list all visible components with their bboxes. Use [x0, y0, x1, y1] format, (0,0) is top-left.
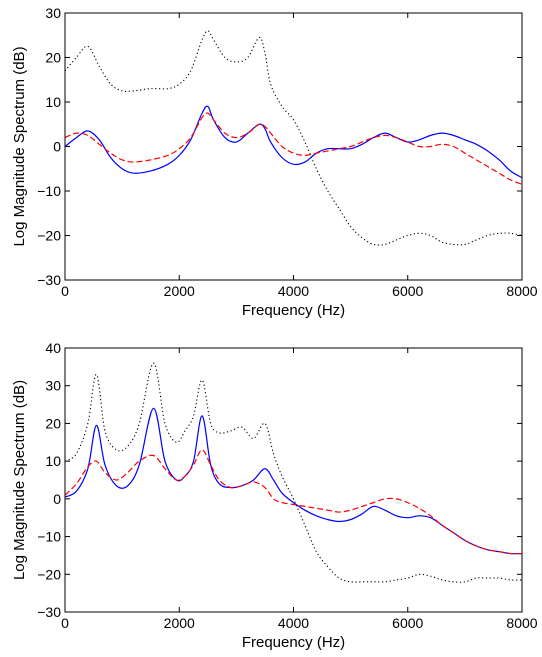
- top-series-layer: [64, 30, 523, 246]
- bottom-series-dotted-line: [64, 362, 523, 583]
- top-y-tick-label: 0: [53, 139, 61, 155]
- bottom-spectrum-chart: 0 2000 4000 6000 8000 −30 −20 −10 0 10 20 30 40 Freq…: [11, 340, 538, 651]
- bottom-y-tick-label: 40: [45, 340, 61, 356]
- top-x-tick-label: 2000: [164, 283, 195, 299]
- top-spectrum-chart: 0 2000 4000 6000 8000 −30 −20 −10 0 10 20 30 Freque…: [11, 5, 538, 319]
- bottom-y-tick-label: −30: [37, 604, 61, 620]
- bottom-x-tick-label: 6000: [392, 615, 423, 631]
- top-y-tick-label: 10: [45, 94, 61, 110]
- bottom-y-tick-label: 0: [53, 491, 61, 507]
- bottom-y-tick-label: −20: [37, 566, 61, 582]
- top-series-solid-line: [64, 105, 523, 179]
- bottom-y-axis-label: Log Magnitude Spectrum (dB): [11, 380, 28, 580]
- bottom-series-layer: [64, 362, 523, 583]
- top-series-dashed-line: [64, 112, 523, 185]
- bottom-y-tick-label: 20: [45, 415, 61, 431]
- top-x-tick-label: 6000: [392, 283, 423, 299]
- top-x-tick-label: 4000: [278, 283, 309, 299]
- top-series-dotted-line: [64, 30, 523, 246]
- top-plot-frame: [64, 12, 523, 281]
- bottom-y-tick-label: −10: [37, 529, 61, 545]
- top-y-tick-label: −10: [37, 183, 61, 199]
- bottom-plot-frame: [64, 347, 523, 613]
- top-y-axis-label: Log Magnitude Spectrum (dB): [11, 46, 28, 246]
- top-y-tick-label: 20: [45, 50, 61, 66]
- bottom-x-axis-label: Frequency (Hz): [242, 634, 345, 651]
- bottom-x-tick-label: 2000: [164, 615, 195, 631]
- bottom-tick-layer: 0 2000 4000 6000 8000 −30 −20 −10 0 10 20 30 40: [37, 340, 538, 631]
- top-y-tick-label: −20: [37, 228, 61, 244]
- bottom-series-dashed-line: [64, 449, 523, 555]
- bottom-x-tick-label: 8000: [506, 615, 537, 631]
- bottom-x-tick-label: 4000: [278, 615, 309, 631]
- top-x-tick-label: 0: [61, 283, 69, 299]
- bottom-y-tick-label: 10: [45, 453, 61, 469]
- bottom-y-tick-label: 30: [45, 378, 61, 394]
- bottom-series-solid-line: [64, 407, 523, 555]
- top-y-tick-label: 30: [45, 5, 61, 21]
- top-y-tick-label: −30: [37, 272, 61, 288]
- top-tick-layer: 0 2000 4000 6000 8000 −30 −20 −10 0 10 20 30: [37, 5, 538, 299]
- top-x-axis-label: Frequency (Hz): [242, 302, 345, 319]
- bottom-x-tick-label: 0: [61, 615, 69, 631]
- top-x-tick-label: 8000: [506, 283, 537, 299]
